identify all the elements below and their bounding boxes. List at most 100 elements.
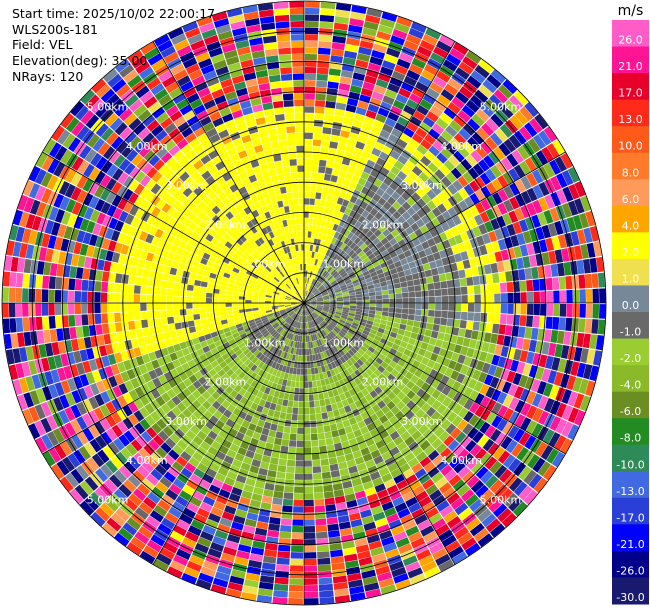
velocity-gate xyxy=(281,439,290,447)
velocity-gate xyxy=(435,442,448,455)
velocity-gate xyxy=(207,219,217,229)
velocity-gate xyxy=(86,220,96,234)
velocity-gate xyxy=(366,213,375,222)
velocity-gate xyxy=(50,463,65,480)
velocity-gate xyxy=(434,289,442,297)
velocity-gate xyxy=(349,585,365,595)
velocity-gate xyxy=(348,271,355,277)
velocity-gate xyxy=(60,113,75,129)
velocity-gate xyxy=(95,357,104,370)
velocity-gate xyxy=(386,258,394,266)
velocity-gate xyxy=(265,182,274,191)
velocity-gate xyxy=(308,277,311,284)
velocity-gate xyxy=(485,242,494,254)
velocity-gate xyxy=(227,360,236,369)
velocity-gate xyxy=(117,198,128,210)
velocity-gate xyxy=(415,81,429,93)
velocity-gate xyxy=(486,283,494,294)
velocity-gate xyxy=(278,256,284,264)
velocity-gate xyxy=(283,226,289,234)
velocity-gate xyxy=(274,324,281,331)
velocity-gate xyxy=(572,214,583,230)
velocity-gate xyxy=(325,283,332,289)
velocity-gate xyxy=(388,519,402,530)
velocity-gate xyxy=(275,235,281,243)
velocity-gate xyxy=(298,308,302,315)
velocity-gate xyxy=(316,419,324,427)
velocity-gate xyxy=(411,202,422,213)
velocity-gate xyxy=(316,252,321,260)
velocity-gate xyxy=(257,157,267,166)
velocity-gate xyxy=(105,93,120,108)
velocity-gate xyxy=(318,570,332,579)
velocity-gate xyxy=(264,358,271,366)
velocity-gate xyxy=(161,517,176,530)
velocity-gate xyxy=(213,352,222,360)
velocity-gate xyxy=(148,439,160,451)
velocity-gate xyxy=(516,257,525,270)
velocity-gate xyxy=(323,491,335,499)
velocity-gate xyxy=(391,128,403,139)
velocity-gate xyxy=(405,525,420,537)
velocity-gate xyxy=(269,262,276,269)
velocity-gate xyxy=(252,165,262,175)
velocity-gate xyxy=(307,374,312,382)
velocity-gate xyxy=(293,278,297,285)
velocity-gate xyxy=(284,298,292,301)
velocity-gate xyxy=(306,257,309,264)
velocity-gate xyxy=(122,392,134,404)
velocity-gate xyxy=(492,192,503,205)
velocity-gate xyxy=(279,371,286,379)
velocity-gate xyxy=(331,403,338,411)
velocity-gate xyxy=(475,484,489,498)
velocity-gate xyxy=(249,553,264,562)
velocity-gate xyxy=(111,194,123,207)
velocity-gate xyxy=(88,167,101,181)
velocity-gate xyxy=(258,336,265,343)
velocity-gate xyxy=(243,206,252,215)
velocity-gate xyxy=(447,516,462,529)
velocity-gate xyxy=(325,256,331,264)
velocity-gate xyxy=(222,364,231,373)
velocity-gate xyxy=(262,282,269,287)
velocity-gate xyxy=(346,359,354,367)
velocity-gate xyxy=(315,318,321,324)
velocity-gate xyxy=(317,172,325,180)
velocity-gate xyxy=(295,466,304,474)
velocity-gate xyxy=(65,198,77,213)
velocity-gate xyxy=(383,507,397,518)
velocity-gate xyxy=(273,154,282,162)
velocity-gate xyxy=(216,201,226,210)
velocity-gate xyxy=(550,175,562,191)
velocity-gate xyxy=(225,588,242,598)
velocity-gate xyxy=(197,405,207,415)
velocity-gate xyxy=(376,172,387,182)
velocity-gate xyxy=(283,315,290,321)
velocity-gate xyxy=(477,508,492,523)
velocity-gate xyxy=(309,191,316,199)
velocity-gate xyxy=(595,256,605,273)
velocity-gate xyxy=(267,343,273,351)
velocity-gate xyxy=(227,249,235,257)
velocity-gate xyxy=(198,220,208,230)
velocity-gate xyxy=(204,160,215,170)
velocity-gate xyxy=(234,335,242,342)
velocity-gate xyxy=(234,452,245,462)
velocity-gate xyxy=(183,419,194,430)
velocity-gate xyxy=(395,186,405,196)
velocity-gate xyxy=(288,393,295,401)
velocity-gate xyxy=(494,464,508,479)
velocity-gate xyxy=(129,237,139,248)
velocity-gate xyxy=(408,138,420,149)
velocity-gate xyxy=(290,172,298,179)
velocity-gate xyxy=(305,309,308,316)
velocity-gate xyxy=(379,151,390,161)
velocity-gate xyxy=(273,276,280,283)
velocity-gate xyxy=(137,337,146,347)
velocity-gate xyxy=(497,508,512,523)
velocity-gate xyxy=(297,165,304,172)
velocity-gate xyxy=(277,264,283,272)
velocity-gate xyxy=(291,303,298,305)
velocity-gate xyxy=(366,534,381,544)
velocity-gate xyxy=(192,399,202,410)
